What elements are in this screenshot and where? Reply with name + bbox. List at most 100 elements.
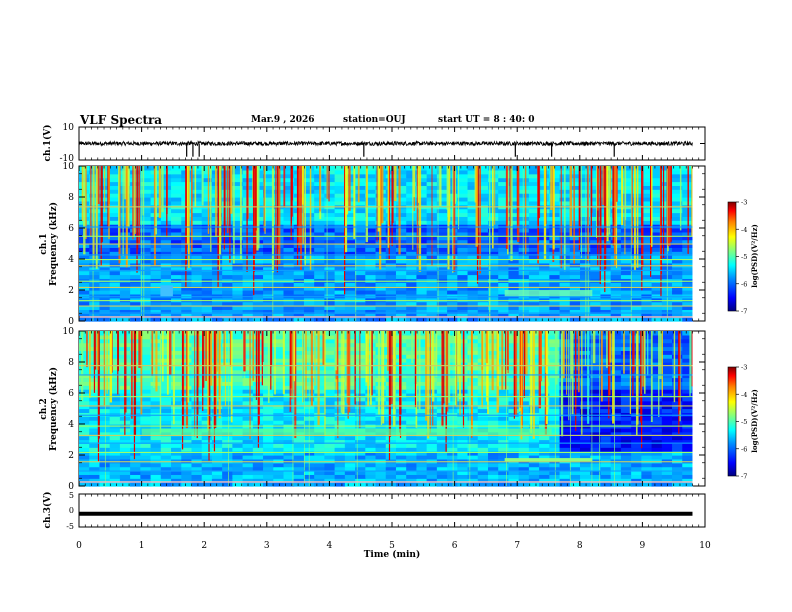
spectrogram-cell	[518, 408, 530, 413]
spectrogram-cell	[549, 259, 561, 264]
spectrogram-cell	[89, 317, 101, 322]
spectrogram-cell	[171, 362, 182, 367]
spectrogram-cell	[99, 293, 111, 299]
spectrogram-cell	[355, 408, 366, 413]
spectrogram-cell	[569, 166, 581, 171]
spectrogram-cell	[416, 396, 428, 402]
spectrogram-cell	[79, 358, 90, 363]
spectrogram-cell	[365, 462, 377, 468]
spectrogram-cell	[140, 338, 152, 344]
spectrogram-cell	[426, 313, 438, 318]
spectrogram-cell	[631, 451, 642, 456]
pink-line	[79, 316, 693, 318]
spectrogram-cell	[651, 416, 663, 421]
spectrogram-cell	[283, 381, 295, 386]
spectrogram-cell	[447, 373, 458, 379]
spectrogram-cell	[119, 286, 131, 291]
spectrogram-cell	[590, 309, 602, 314]
spectrogram-cell	[580, 228, 591, 233]
spectrogram-cell	[324, 358, 336, 363]
sferic-streak-strong	[578, 166, 580, 251]
sferic-streak	[97, 166, 100, 205]
spectrogram-cell	[375, 478, 387, 483]
spectrogram-cell	[314, 278, 325, 283]
spectrogram-cell	[160, 317, 172, 322]
spectrogram-cell	[130, 266, 141, 272]
spectrogram-cell	[140, 412, 152, 417]
spectrogram-cell	[641, 443, 653, 448]
spectrogram-cell	[620, 181, 632, 186]
spectrogram-cell	[160, 451, 172, 456]
spectrogram-cell	[222, 435, 233, 441]
spectrogram-cell	[355, 470, 366, 475]
spectrogram-cell	[457, 301, 469, 307]
spectrogram-cell	[211, 474, 223, 479]
spectrogram-cell	[487, 447, 499, 452]
sferic-streak	[83, 166, 86, 255]
sferic-streak	[524, 166, 527, 255]
spectrogram-cell	[232, 305, 244, 310]
spectrogram-cell	[273, 278, 285, 283]
spectrogram-cell	[140, 389, 152, 394]
spectrogram-cell	[600, 365, 612, 371]
y-tick-label: 0	[68, 317, 74, 327]
spectrogram-cell	[232, 478, 244, 483]
spectrogram-cell	[314, 435, 325, 441]
spectrogram-cell	[672, 317, 683, 322]
spectrogram-cell	[457, 443, 469, 448]
spectrogram-cell	[252, 290, 264, 295]
spectrogram-cell	[641, 200, 653, 206]
spectrogram-cell	[620, 443, 632, 448]
spectrogram-cell	[150, 412, 162, 417]
narrowband-line	[79, 235, 693, 237]
spectrogram-cell	[508, 478, 520, 483]
spectrogram-cell	[181, 470, 193, 475]
spectrogram-cell	[324, 231, 336, 237]
spectrogram-cell	[620, 369, 632, 375]
spectrogram-cell	[641, 427, 653, 433]
sferic-streak	[226, 166, 229, 234]
spectrogram-cell	[539, 297, 550, 303]
spectrogram-cell	[590, 208, 602, 214]
spectrogram-cell	[109, 181, 121, 186]
spectrogram-cell	[211, 455, 223, 460]
spectrogram-cell	[620, 185, 632, 190]
spectrogram-cell	[99, 231, 111, 237]
spectrogram-cell	[89, 181, 101, 186]
spectrogram-cell	[79, 427, 90, 433]
spectrogram-cell	[242, 470, 254, 475]
spectrogram-cell	[610, 377, 622, 382]
sferic-streak	[631, 166, 633, 245]
spectrogram-cell	[682, 369, 694, 375]
spectrogram-cell	[334, 305, 346, 310]
spectrogram-cell	[620, 177, 632, 183]
spectrogram-cell	[365, 212, 377, 217]
spectrogram-cell	[498, 404, 510, 410]
spectrogram-cell	[620, 466, 632, 472]
spectrogram-cell	[99, 466, 111, 472]
spectrogram-cell	[191, 224, 203, 229]
spectrogram-cell	[201, 396, 213, 402]
spectrogram-cell	[498, 224, 510, 229]
spectrogram-cell	[160, 439, 172, 444]
sferic-streak	[416, 166, 419, 260]
spectrogram-cell	[487, 458, 499, 464]
spectrogram-cell	[252, 259, 264, 264]
spectrogram-cell	[467, 200, 479, 206]
spectrogram-cell	[242, 412, 254, 417]
spectrogram-cell	[610, 470, 622, 475]
spectrogram-cell	[355, 373, 366, 379]
spectrogram-cell	[211, 393, 223, 398]
spectrogram-cell	[314, 474, 325, 479]
spectrogram-cell	[580, 169, 591, 175]
spectrogram-cell	[140, 354, 152, 359]
spectrogram-cell	[406, 293, 418, 299]
spectrogram-cell	[211, 396, 223, 402]
spectrogram-cell	[549, 274, 561, 279]
spectrogram-cell	[487, 393, 499, 398]
spectrogram-cell	[600, 305, 612, 310]
spectrogram-cell	[99, 435, 111, 441]
spectrogram-cell	[610, 365, 622, 371]
spectrogram-cell	[590, 297, 602, 303]
